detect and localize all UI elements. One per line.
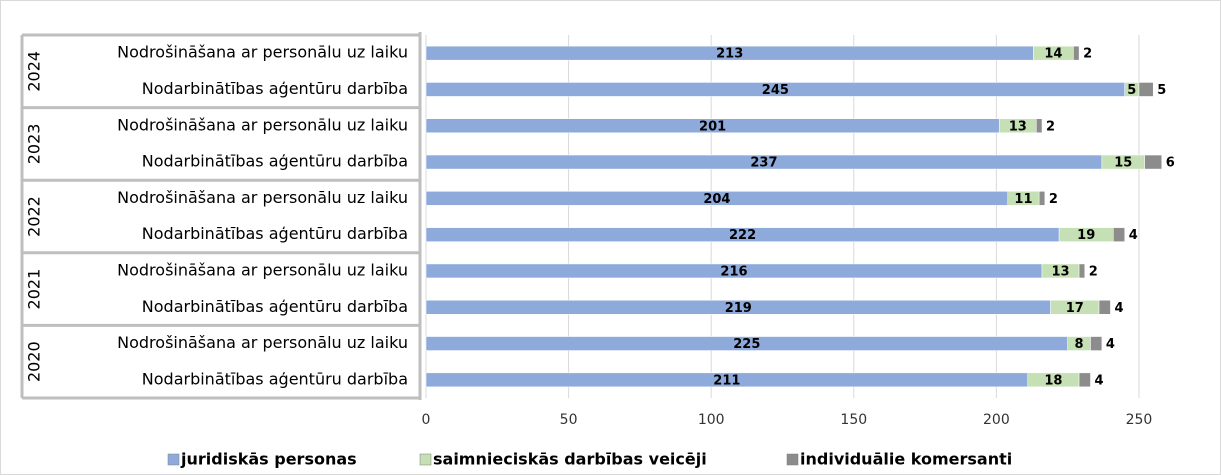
legend-label: saimnieciskās darbības veicēji xyxy=(433,450,707,469)
legend-label: individuālie komersanti xyxy=(800,450,1012,469)
data-label: 5 xyxy=(1157,83,1166,98)
data-label: 11 xyxy=(1014,192,1032,207)
data-label: 8 xyxy=(1075,337,1084,352)
bar-segment xyxy=(1036,118,1043,133)
data-label: 222 xyxy=(729,228,756,243)
bar-segment xyxy=(1090,336,1103,351)
category-label: Nodrošināšana ar personālu uz laiku xyxy=(117,43,408,62)
category-label: Nodrošināšana ar personālu uz laiku xyxy=(117,188,408,207)
data-label: 2 xyxy=(1046,119,1055,134)
bar-segment xyxy=(1138,82,1154,97)
data-label: 211 xyxy=(713,373,740,388)
data-label: 225 xyxy=(733,337,760,352)
data-label: 219 xyxy=(725,301,752,316)
category-label: Nodarbinātības aģentūru darbība xyxy=(142,297,408,316)
data-label: 5 xyxy=(1127,83,1136,98)
data-label: 13 xyxy=(1009,119,1027,134)
data-label: 4 xyxy=(1114,301,1123,316)
data-label: 17 xyxy=(1066,301,1084,316)
data-label: 4 xyxy=(1106,337,1115,352)
category-label: Nodarbinātības aģentūru darbība xyxy=(142,152,408,171)
category-label: Nodrošināšana ar personālu uz laiku xyxy=(117,260,408,279)
group-label: 2020 xyxy=(25,341,44,382)
data-label: 15 xyxy=(1114,156,1132,171)
x-tick-label: 250 xyxy=(1126,412,1153,428)
x-tick-label: 50 xyxy=(560,412,578,428)
group-label: 2022 xyxy=(25,196,44,237)
bar-segment xyxy=(1078,263,1086,279)
data-label: 2 xyxy=(1083,47,1092,62)
category-label: Nodarbinātības aģentūru darbība xyxy=(142,79,408,98)
category-label: Nodrošināšana ar personālu uz laiku xyxy=(117,333,408,352)
data-label: 2 xyxy=(1049,192,1058,207)
data-label: 204 xyxy=(703,192,730,207)
category-label: Nodarbinātības aģentūru darbība xyxy=(142,369,408,388)
x-tick-label: 0 xyxy=(422,412,431,428)
bar-segment xyxy=(1078,372,1091,388)
bar-segment xyxy=(1113,227,1125,242)
data-label: 19 xyxy=(1077,228,1095,243)
data-label: 4 xyxy=(1094,373,1103,388)
data-label: 201 xyxy=(699,119,726,134)
legend-swatch xyxy=(786,453,799,466)
bar-segment xyxy=(1038,191,1046,206)
data-label: 14 xyxy=(1044,47,1062,62)
group-label: 2021 xyxy=(25,269,44,310)
data-label: 18 xyxy=(1044,373,1062,388)
data-label: 4 xyxy=(1129,228,1138,243)
data-label: 6 xyxy=(1166,156,1175,171)
bar-segment xyxy=(1098,300,1111,315)
x-tick-label: 150 xyxy=(840,412,867,428)
data-label: 237 xyxy=(750,156,777,171)
category-label: Nodarbinātības aģentūru darbība xyxy=(142,224,408,243)
data-label: 213 xyxy=(716,47,743,62)
legend-label: juridiskās personas xyxy=(180,450,357,469)
x-tick-label: 100 xyxy=(698,412,725,428)
data-label: 245 xyxy=(762,83,789,98)
category-label: Nodrošināšana ar personālu uz laiku xyxy=(117,115,408,134)
x-tick-label: 200 xyxy=(983,412,1010,428)
group-label: 2023 xyxy=(25,124,44,165)
data-label: 2 xyxy=(1089,264,1098,279)
bar-segment xyxy=(1073,45,1080,61)
legend-swatch xyxy=(167,453,180,466)
data-label: 216 xyxy=(720,264,747,279)
bar-segment xyxy=(1144,154,1163,170)
data-label: 13 xyxy=(1051,264,1069,279)
legend-swatch xyxy=(419,453,432,466)
group-label: 2024 xyxy=(25,51,44,92)
